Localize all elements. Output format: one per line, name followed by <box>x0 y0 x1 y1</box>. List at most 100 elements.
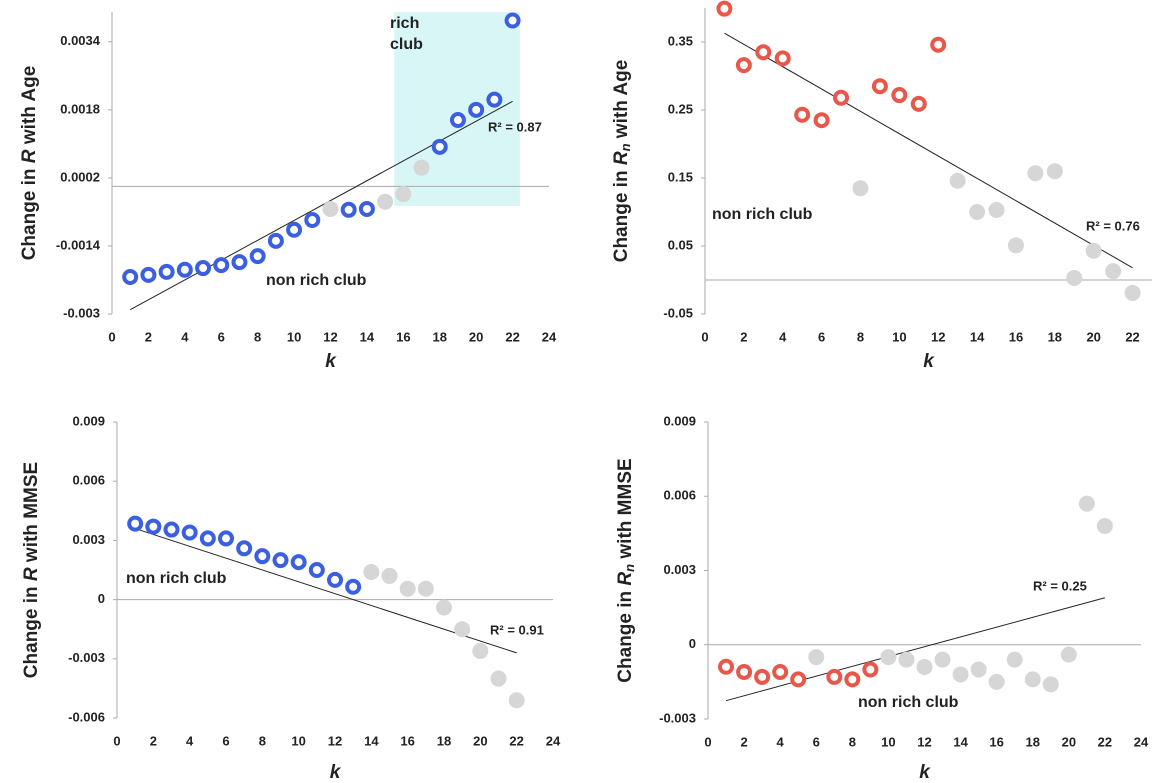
y-label-text: with Age <box>611 60 632 144</box>
data-point <box>158 263 175 280</box>
data-point <box>176 261 193 278</box>
x-tick-label: 20 <box>1086 329 1100 344</box>
data-point <box>249 248 266 265</box>
x-tick-label: 12 <box>917 734 931 749</box>
y-tick-label: 0 <box>98 591 105 606</box>
data-point <box>195 260 212 277</box>
x-tick-label: 14 <box>360 329 375 344</box>
x-tick-label: 22 <box>1125 329 1139 344</box>
data-point <box>1007 237 1024 254</box>
data-point <box>236 540 253 557</box>
y-tick-label: 0.0034 <box>60 33 101 48</box>
data-point <box>1046 163 1063 180</box>
data-point <box>140 266 157 283</box>
x-tick-label: 18 <box>433 329 447 344</box>
y-tick-label: -0.05 <box>663 305 693 320</box>
data-point <box>181 524 198 541</box>
data-point <box>436 599 452 616</box>
x-tick-label: 16 <box>396 329 410 344</box>
x-tick-label: 8 <box>849 734 856 749</box>
x-tick-label: 8 <box>857 329 864 344</box>
data-point <box>970 661 987 678</box>
x-tick-label: 10 <box>892 329 906 344</box>
data-point <box>163 521 180 538</box>
x-tick-label: 18 <box>1048 329 1062 344</box>
x-tick-label: 0 <box>701 329 708 344</box>
x-tick-label: 20 <box>1062 734 1076 749</box>
data-point <box>377 193 394 210</box>
data-point <box>327 571 343 588</box>
y-axis-label: Change in Rn with Age <box>611 60 633 263</box>
y-tick-label: 0.15 <box>668 169 693 184</box>
data-point <box>790 671 807 688</box>
data-point <box>952 666 969 683</box>
data-point <box>322 200 339 217</box>
trend-line <box>135 528 517 654</box>
data-point <box>718 658 735 675</box>
x-tick-label: 24 <box>546 733 561 748</box>
y-tick-label: 0.05 <box>668 237 693 252</box>
data-point <box>910 95 927 112</box>
data-point <box>504 12 521 29</box>
data-point <box>871 78 888 95</box>
data-point <box>833 89 850 106</box>
data-point <box>735 57 752 74</box>
data-point <box>290 554 307 571</box>
x-tick-label: 16 <box>1009 329 1023 344</box>
data-point <box>930 36 947 53</box>
data-point <box>486 91 503 108</box>
y-label-text: with Age <box>19 66 40 150</box>
annotation: R² = 0.91 <box>490 622 544 637</box>
y-label-text: with MMSE <box>615 458 636 564</box>
data-point <box>774 50 791 67</box>
x-tick-label: 24 <box>1134 734 1149 749</box>
trend-line <box>725 597 1106 702</box>
x-axis-label: k <box>325 351 337 372</box>
data-point <box>231 254 248 271</box>
y-tick-label: 0.003 <box>663 562 696 577</box>
x-tick-label: 16 <box>400 733 414 748</box>
x-tick-label: 12 <box>328 733 342 748</box>
x-tick-label: 10 <box>291 733 305 748</box>
y-tick-label: 0.009 <box>72 413 105 428</box>
y-axis-label: Change in Rn with MMSE <box>615 458 637 682</box>
data-point <box>898 651 915 668</box>
x-tick-label: 4 <box>186 733 194 748</box>
y-label-text: Change in <box>611 165 632 262</box>
data-point <box>304 211 321 228</box>
y-label-var: R <box>611 151 632 165</box>
data-point <box>969 204 986 220</box>
x-tick-label: 12 <box>323 329 337 344</box>
x-tick-label: 4 <box>777 734 785 749</box>
annotation: non rich club <box>126 570 227 587</box>
x-tick-label: 10 <box>287 329 301 344</box>
data-point <box>1060 646 1077 663</box>
data-point <box>449 112 466 129</box>
y-tick-label: -0.003 <box>63 305 100 320</box>
x-tick-label: 22 <box>1098 734 1112 749</box>
data-point <box>267 232 284 249</box>
data-point <box>417 580 434 597</box>
x-tick-label: 24 <box>542 329 557 344</box>
data-point <box>399 580 416 597</box>
y-tick-label: 0.006 <box>72 473 105 488</box>
data-point <box>1042 676 1059 693</box>
x-axis-label: k <box>923 351 935 372</box>
data-point <box>272 552 289 569</box>
x-tick-label: 6 <box>818 329 825 344</box>
x-tick-label: 0 <box>704 734 711 749</box>
x-tick-label: 2 <box>740 329 747 344</box>
data-point <box>1124 284 1141 301</box>
data-point <box>736 663 753 680</box>
y-tick-label: 0.35 <box>668 33 693 48</box>
x-tick-label: 22 <box>505 329 519 344</box>
y-tick-label: -0.003 <box>659 710 696 725</box>
data-point <box>988 201 1005 218</box>
data-point <box>1078 495 1095 512</box>
data-point <box>472 642 489 659</box>
data-point <box>431 138 448 155</box>
data-point <box>808 649 825 666</box>
y-tick-label: -0.0014 <box>56 237 101 252</box>
x-tick-label: 8 <box>254 329 261 344</box>
